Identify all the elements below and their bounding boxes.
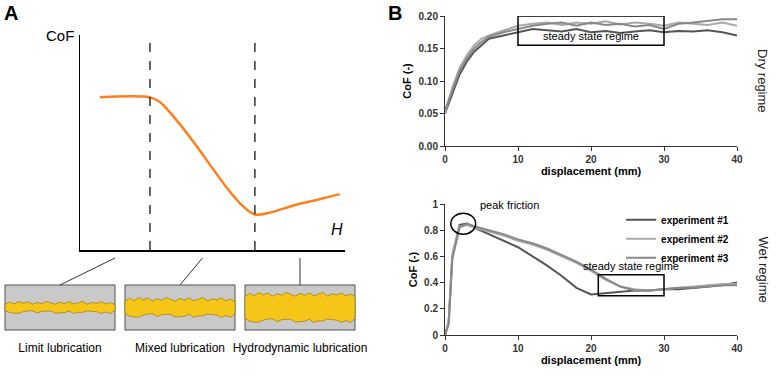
html-text:A: A — [4, 2, 19, 24]
svg-text:steady state regime: steady state regime — [583, 260, 679, 272]
svg-text:experiment #2: experiment #2 — [661, 234, 729, 245]
svg-text:20: 20 — [585, 343, 597, 354]
svg-text:30: 30 — [658, 343, 670, 354]
svg-text:CoF (-): CoF (-) — [407, 251, 419, 287]
svg-text:20: 20 — [585, 154, 597, 165]
svg-text:peak friction: peak friction — [480, 199, 539, 211]
svg-text:0: 0 — [432, 330, 438, 341]
svg-text:displacement (mm): displacement (mm) — [541, 354, 642, 366]
svg-text:40: 40 — [731, 343, 743, 354]
svg-text:0.6: 0.6 — [424, 251, 438, 262]
svg-text:0: 0 — [442, 154, 448, 165]
svg-text:0.20: 0.20 — [419, 11, 439, 22]
svg-text:0.2: 0.2 — [424, 303, 438, 314]
svg-text:experiment #1: experiment #1 — [661, 215, 729, 226]
svg-text:Hydrodynamic lubrication: Hydrodynamic lubrication — [233, 341, 368, 355]
svg-text:0.8: 0.8 — [424, 225, 438, 236]
svg-text:Mixed lubrication: Mixed lubrication — [135, 341, 225, 355]
svg-text:0.10: 0.10 — [419, 76, 439, 87]
svg-text:CoF (-): CoF (-) — [401, 63, 413, 99]
svg-text:1: 1 — [432, 199, 438, 210]
svg-text:0.15: 0.15 — [419, 43, 439, 54]
svg-text:40: 40 — [731, 154, 743, 165]
svg-text:0.05: 0.05 — [419, 108, 439, 119]
svg-text:30: 30 — [658, 154, 670, 165]
svg-text:Limit lubrication: Limit lubrication — [18, 341, 101, 355]
svg-text:displacement (mm): displacement (mm) — [541, 165, 642, 177]
svg-text:experiment #3: experiment #3 — [661, 253, 729, 264]
svg-text:10: 10 — [512, 154, 524, 165]
html-text:B: B — [388, 2, 403, 24]
svg-text:0.00: 0.00 — [419, 141, 439, 152]
svg-text:10: 10 — [512, 343, 524, 354]
svg-text:CoF: CoF — [46, 27, 74, 44]
svg-text:Dry regime: Dry regime — [755, 49, 770, 113]
svg-text:steady state regime: steady state regime — [543, 30, 639, 42]
svg-text:0: 0 — [442, 343, 448, 354]
svg-text:0.4: 0.4 — [424, 277, 438, 288]
svg-text:H: H — [331, 221, 343, 238]
svg-text:Wet regime: Wet regime — [756, 237, 771, 303]
